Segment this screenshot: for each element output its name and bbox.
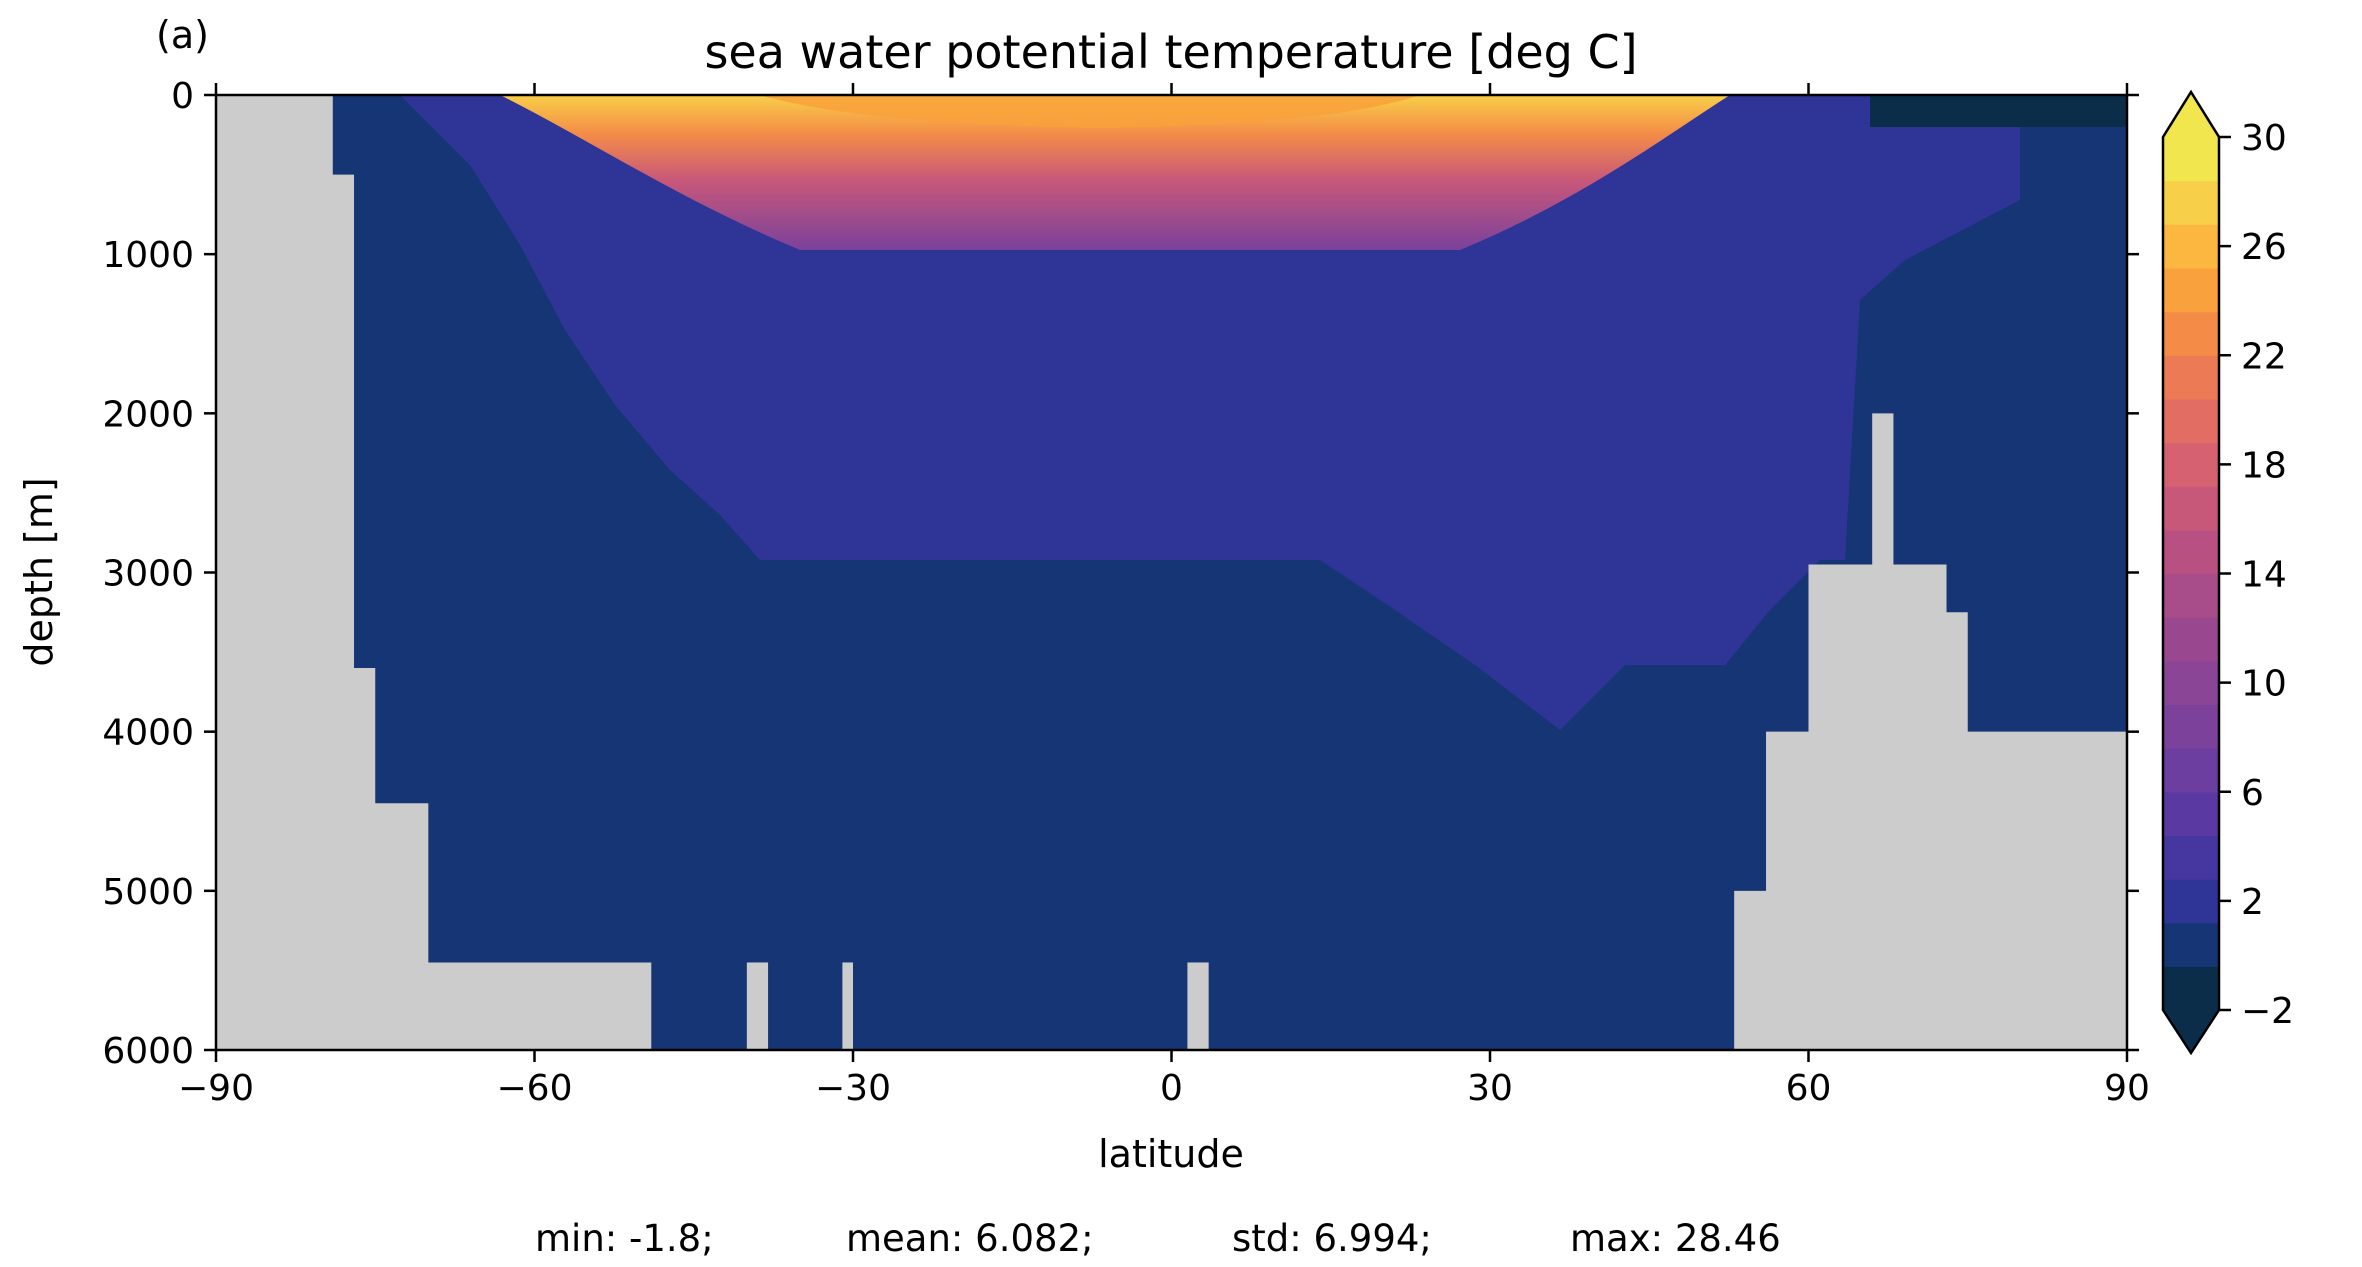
y-tick-label: 1000 — [102, 235, 194, 276]
colorbar-swatch — [2163, 573, 2219, 618]
colorbar-tick-label: 2 — [2241, 882, 2264, 923]
seamount-group — [746, 962, 1209, 1050]
colorbar-swatch — [2163, 398, 2219, 444]
colorbar-tick-label: 18 — [2241, 445, 2287, 486]
colorbar-tick-label: −2 — [2241, 991, 2294, 1032]
x-tick-label: 30 — [1467, 1068, 1513, 1109]
y-tick-label: 3000 — [102, 554, 194, 595]
colorbar-swatch — [2163, 879, 2219, 924]
colorbar-tick-label: 22 — [2241, 336, 2287, 377]
arctic-cold-surface — [1870, 95, 2127, 127]
stat-mean: mean: 6.082; — [846, 1217, 1094, 1260]
ocean-surface-warm — [760, 95, 1420, 128]
plot-area — [216, 95, 2127, 1050]
colorbar-swatch — [2163, 748, 2219, 793]
colorbar-swatch — [2163, 966, 2219, 1011]
colorbar-swatch — [2163, 529, 2219, 575]
ocean-intermediate-layer — [400, 95, 2020, 730]
x-tick-label: −90 — [178, 1068, 254, 1109]
colorbar-swatch — [2163, 355, 2219, 400]
land-mask — [216, 95, 2127, 1050]
colorbar-swatch — [2163, 224, 2219, 269]
colorbar-swatch — [2163, 704, 2219, 749]
x-tick-label: −60 — [497, 1068, 573, 1109]
x-tick-label: 90 — [2104, 1068, 2150, 1109]
colorbar-swatch — [2163, 791, 2219, 836]
x-axis-label: latitude — [1098, 1132, 1244, 1176]
colorbar-swatch — [2163, 660, 2219, 706]
y-tick-label: 4000 — [102, 713, 194, 754]
colorbar-swatch — [2163, 311, 2219, 356]
seamount — [842, 962, 853, 1050]
colorbar-swatch — [2163, 486, 2219, 531]
y-tick-label: 2000 — [102, 394, 194, 435]
ocean-warm-thermocline — [500, 95, 1730, 250]
colorbar-tick-label: 26 — [2241, 227, 2287, 268]
colorbar-swatch — [2163, 442, 2219, 487]
colorbar-swatch — [2163, 267, 2219, 313]
colorbar-swatch — [2163, 922, 2219, 967]
y-tick-label: 5000 — [102, 872, 194, 913]
colorbar-swatch — [2163, 137, 2219, 182]
summary-stats: min: -1.8; mean: 6.082; std: 6.994; max:… — [535, 1217, 1781, 1260]
colorbar-tick-label: 14 — [2241, 555, 2287, 596]
x-tick-label: 0 — [1160, 1068, 1183, 1109]
colorbar-swatch — [2163, 617, 2219, 662]
panel-label: (a) — [156, 13, 209, 57]
stat-min: min: -1.8; — [535, 1217, 714, 1260]
colorbar-tick-label: 30 — [2241, 118, 2287, 159]
x-tick-label: −30 — [815, 1068, 891, 1109]
colorbar-swatch — [2163, 835, 2219, 880]
colorbar-tick-label: 10 — [2241, 664, 2287, 705]
stat-max: max: 28.46 — [1570, 1217, 1781, 1260]
colorbar-extend-max — [2163, 92, 2219, 137]
colorbar-extend-min — [2163, 1010, 2219, 1053]
stat-std: std: 6.994; — [1232, 1217, 1432, 1260]
y-tick-label: 0 — [171, 76, 194, 117]
seamount — [1187, 962, 1209, 1050]
y-tick-label: 6000 — [102, 1031, 194, 1072]
seamount — [746, 962, 769, 1050]
chart-title: sea water potential temperature [deg C] — [704, 25, 1637, 79]
x-tick-label: 60 — [1786, 1068, 1832, 1109]
y-axis-label: depth [m] — [17, 477, 61, 666]
y-axis-ticks: 0 1000 2000 3000 4000 5000 6000 — [102, 76, 2139, 1072]
colorbar-swatch — [2163, 180, 2219, 225]
colorbar-tick-label: 6 — [2241, 773, 2264, 814]
x-axis-ticks: −90 −60 −30 0 30 60 90 — [178, 83, 2150, 1109]
